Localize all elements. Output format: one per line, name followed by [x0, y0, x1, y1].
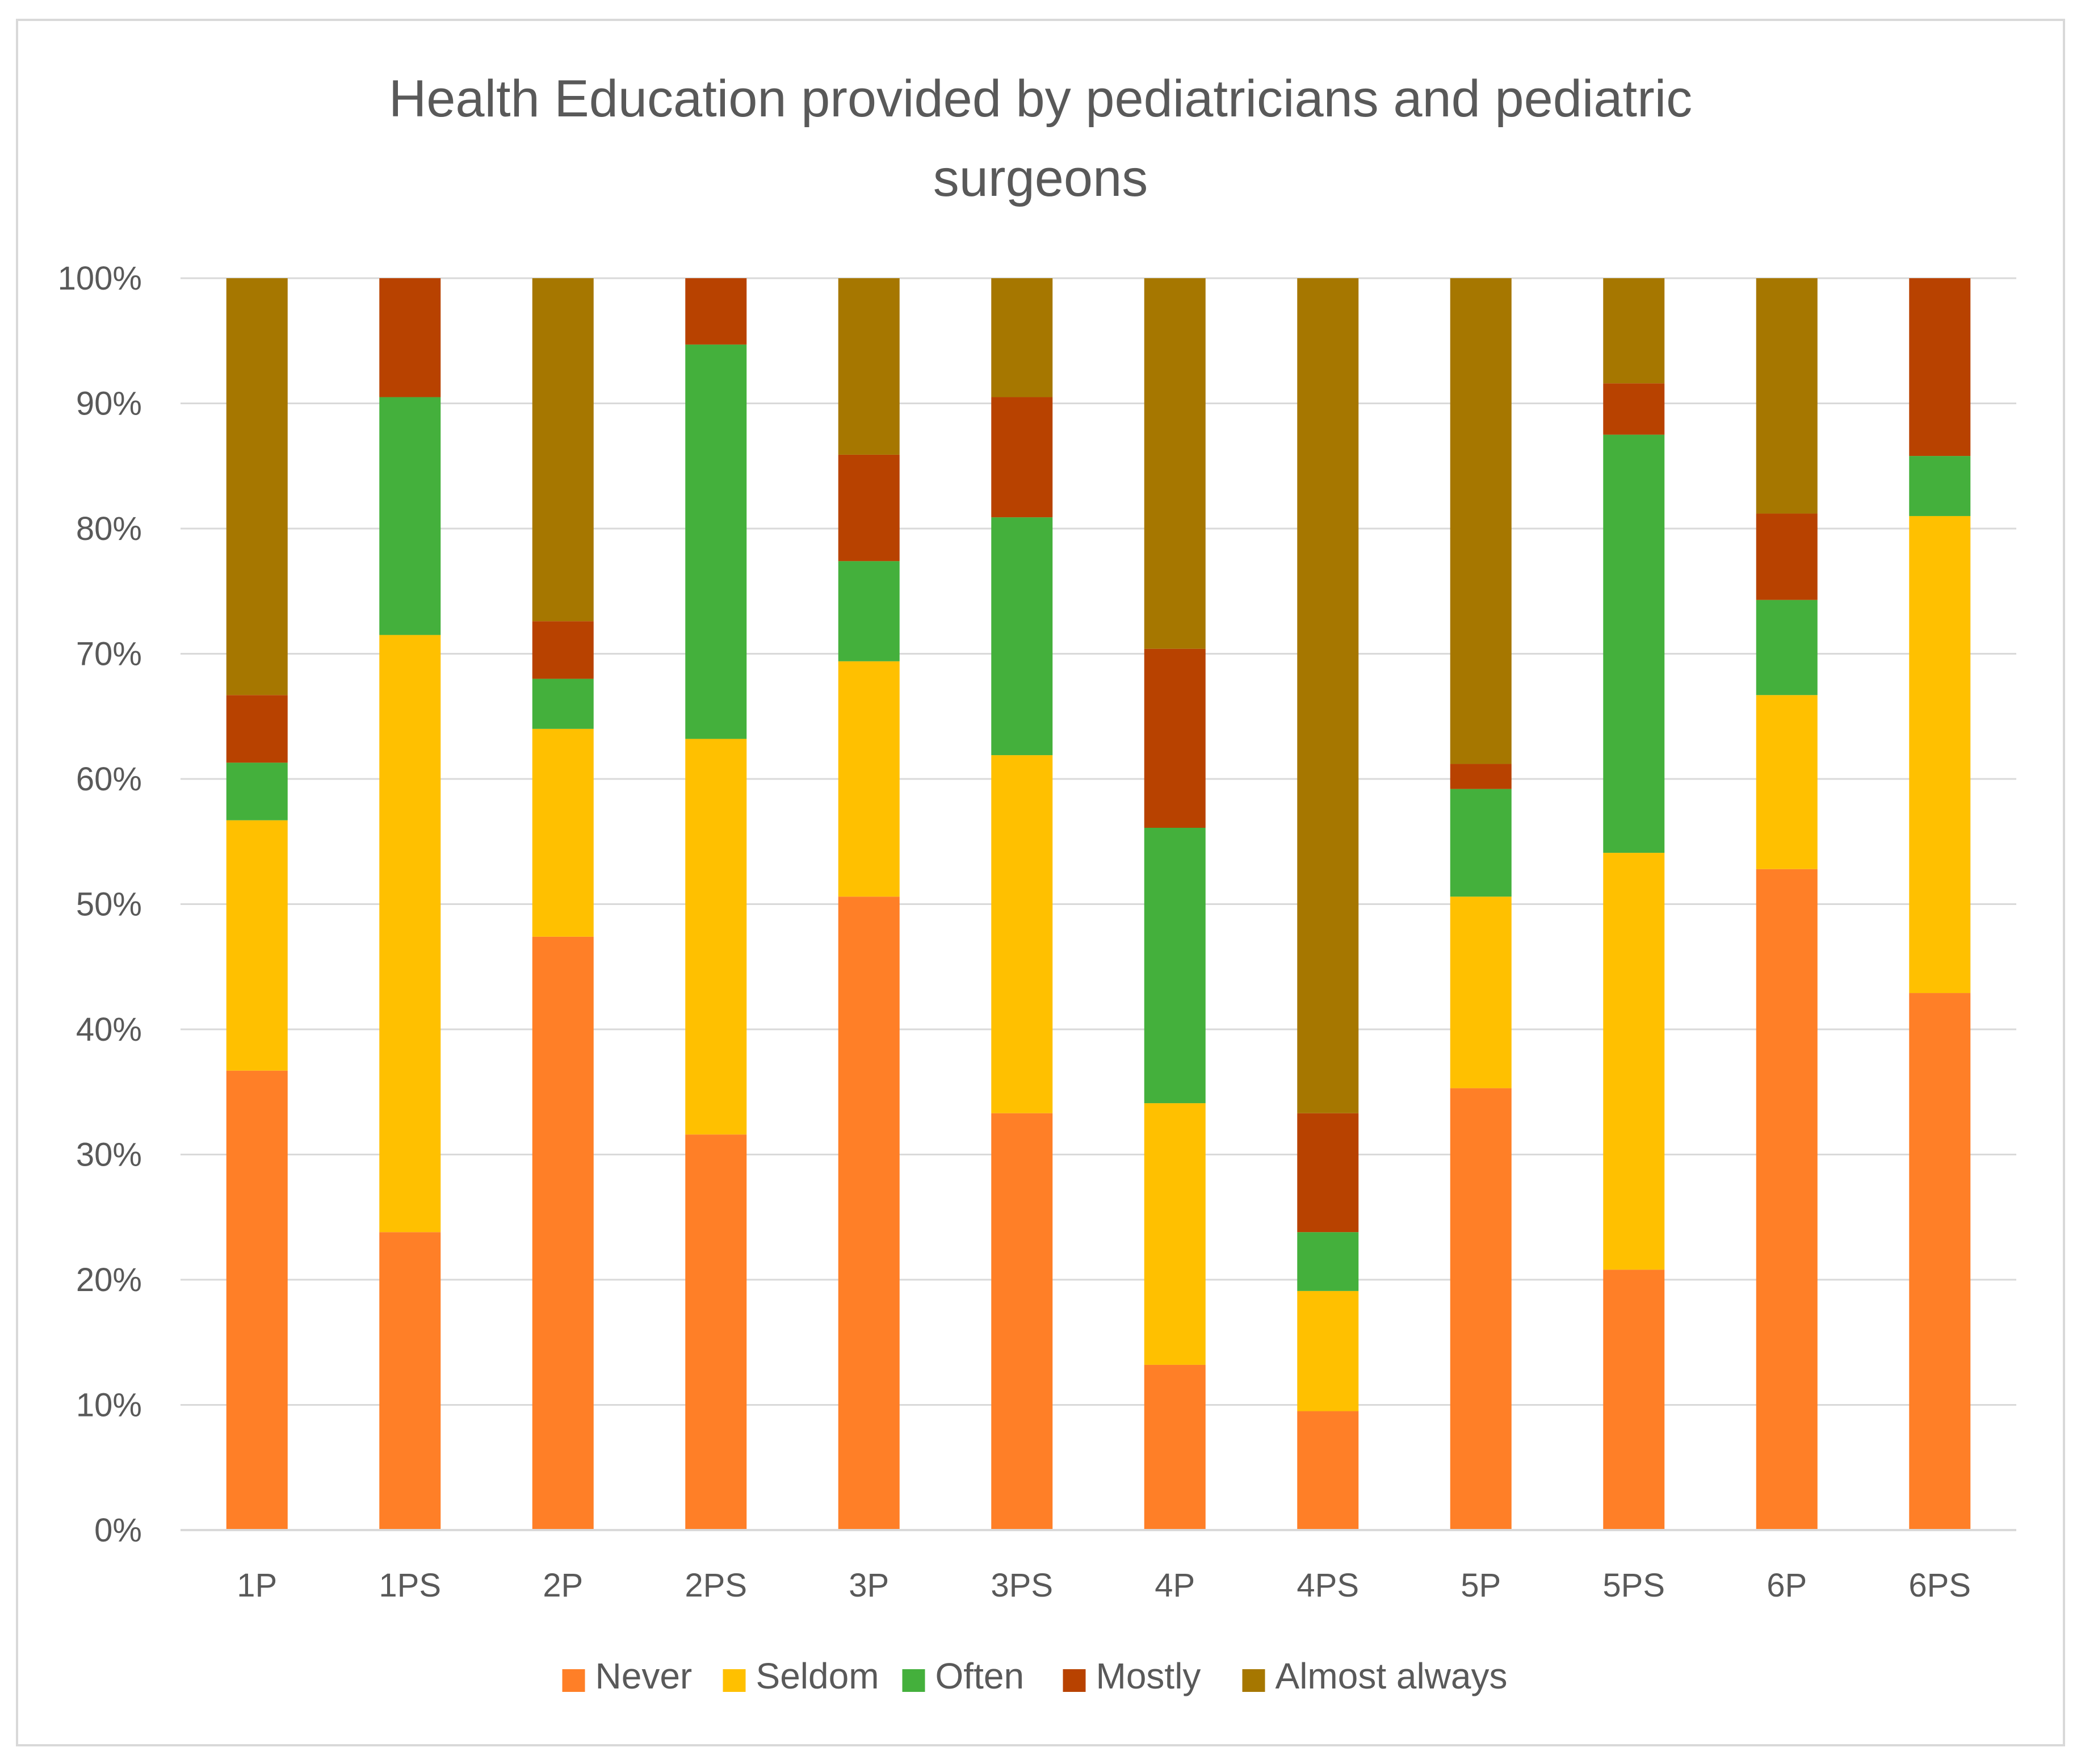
legend-swatch — [1063, 1669, 1086, 1692]
bar-segment — [838, 454, 900, 562]
x-tick-label: 4PS — [1297, 1567, 1359, 1604]
bar-segment — [532, 278, 594, 622]
bar-segment — [1297, 1290, 1359, 1411]
bar-segment — [226, 695, 288, 763]
legend-swatch — [902, 1669, 925, 1692]
bar-segment — [1144, 1103, 1206, 1365]
bar-segment — [1909, 993, 1971, 1530]
x-axis-ticks: 1P 1PS 2P 2PS 3P 3PS 4P 4PS 5P 5PS 6P 6PS — [237, 1567, 1971, 1604]
legend-label: Never — [595, 1656, 693, 1696]
bar-segment — [1450, 278, 1512, 764]
legend-swatch — [1242, 1669, 1265, 1692]
bar-segment — [1297, 1232, 1359, 1291]
legend: Never Seldom Often Mostly Almost always — [562, 1656, 1508, 1696]
legend-label: Mostly — [1096, 1656, 1201, 1696]
x-tick-label: 5PS — [1602, 1567, 1665, 1604]
bar-segment — [532, 728, 594, 937]
chart-title: Health Education provided by pediatricia… — [389, 70, 1692, 207]
bar-segment — [226, 278, 288, 695]
x-tick-label: 1P — [237, 1567, 277, 1604]
bar-segment — [1909, 516, 1971, 994]
bar-segment — [991, 1113, 1053, 1530]
chart-title-line-1: Health Education provided by pediatricia… — [389, 70, 1692, 128]
bar-segment — [991, 755, 1053, 1113]
legend-label: Seldom — [756, 1656, 879, 1696]
bar-segment — [1603, 1269, 1665, 1530]
bars — [226, 278, 1971, 1530]
bar-segment — [1603, 853, 1665, 1270]
y-tick-label: 10% — [76, 1387, 142, 1424]
bar-segment — [379, 397, 441, 635]
x-tick-label: 3PS — [991, 1567, 1053, 1604]
bar-segment — [685, 1134, 747, 1530]
y-tick-label: 0% — [94, 1512, 142, 1549]
bar-segment — [991, 517, 1053, 756]
bar-segment — [1756, 513, 1818, 600]
bar-segment — [1144, 1364, 1206, 1530]
y-tick-label: 40% — [76, 1011, 142, 1048]
x-tick-label: 2PS — [685, 1567, 747, 1604]
x-tick-label: 6P — [1767, 1567, 1807, 1604]
legend-swatch — [562, 1669, 585, 1692]
bar-segment — [838, 561, 900, 661]
y-tick-label: 90% — [76, 386, 142, 422]
bar-segment — [838, 278, 900, 455]
bar-segment — [1603, 278, 1665, 384]
bar-segment — [532, 678, 594, 729]
y-tick-label: 60% — [76, 761, 142, 798]
y-tick-label: 30% — [76, 1137, 142, 1174]
bar-segment — [379, 635, 441, 1233]
bar-segment — [1756, 278, 1818, 514]
bar-segment — [1450, 1088, 1512, 1530]
bar-segment — [1603, 434, 1665, 853]
y-axis-ticks: 0% 10% 20% 30% 40% 50% 60% 70% 80% 90% 100% — [58, 260, 142, 1549]
bar-segment — [1297, 1411, 1359, 1530]
legend-label: Almost always — [1276, 1656, 1508, 1696]
bar-segment — [379, 1232, 441, 1530]
bar-segment — [1603, 383, 1665, 435]
bar-segment — [1297, 1113, 1359, 1233]
bar-segment — [1450, 896, 1512, 1088]
y-tick-label: 70% — [76, 636, 142, 673]
legend-label: Often — [935, 1656, 1025, 1696]
bar-segment — [685, 278, 747, 345]
x-tick-label: 2P — [543, 1567, 583, 1604]
x-tick-label: 3P — [849, 1567, 889, 1604]
bar-segment — [226, 762, 288, 820]
bar-segment — [1144, 827, 1206, 1104]
bar-segment — [838, 661, 900, 897]
chart-title-line-2: surgeons — [933, 149, 1148, 207]
bar-segment — [838, 896, 900, 1530]
y-tick-label: 100% — [58, 260, 142, 297]
bar-segment — [1756, 600, 1818, 695]
x-tick-label: 4P — [1155, 1567, 1195, 1604]
bar-segment — [379, 278, 441, 397]
legend-swatch — [723, 1669, 746, 1692]
y-tick-label: 50% — [76, 886, 142, 923]
bar-segment — [685, 344, 747, 739]
bar-segment — [532, 621, 594, 679]
bar-segment — [991, 397, 1053, 518]
bar-segment — [1144, 648, 1206, 828]
x-tick-label: 6PS — [1908, 1567, 1971, 1604]
bar-segment — [1756, 695, 1818, 869]
x-tick-label: 5P — [1461, 1567, 1501, 1604]
bar-segment — [1909, 456, 1971, 516]
gridlines — [181, 277, 2016, 1406]
bar-segment — [1756, 869, 1818, 1530]
y-tick-label: 80% — [76, 510, 142, 547]
bar-segment — [685, 739, 747, 1135]
bar-segment — [1909, 278, 1971, 456]
bar-segment — [1450, 764, 1512, 789]
bar-segment — [1144, 278, 1206, 649]
bar-segment — [532, 936, 594, 1530]
bar-segment — [226, 820, 288, 1071]
x-tick-label: 1PS — [379, 1567, 441, 1604]
y-tick-label: 20% — [76, 1262, 142, 1298]
bar-segment — [226, 1070, 288, 1530]
bar-segment — [1297, 278, 1359, 1113]
bar-segment — [1450, 789, 1512, 897]
bar-segment — [991, 278, 1053, 397]
